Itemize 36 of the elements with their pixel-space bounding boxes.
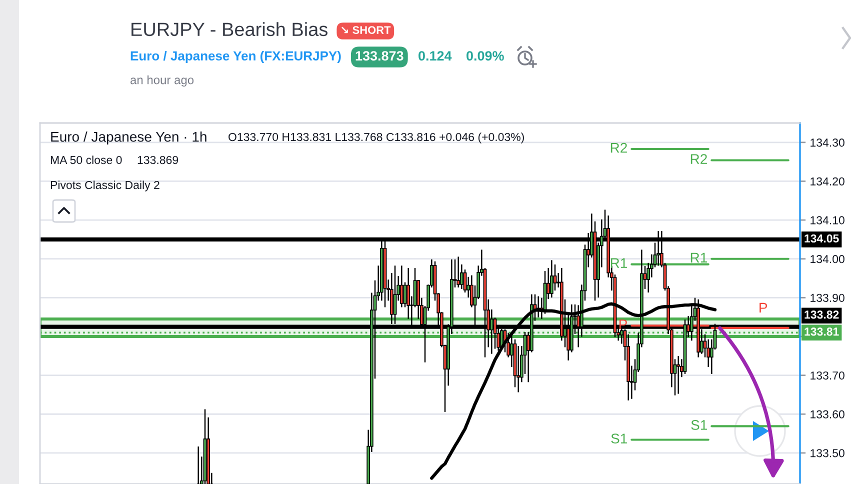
annotation: 133.869 [138,156,178,164]
candlestick [403,282,407,308]
ref-line-label: 134.05 [804,234,839,243]
candlestick [550,260,554,298]
text: an hour ago [130,75,194,87]
y-tick-label: 133.70 [810,371,844,380]
series-label: S1 [691,420,707,430]
annotation: Euro / Japanese Yen · 1h [51,131,206,145]
y-tick-label: 134.10 [810,216,844,224]
annotation: Pivots Classic Daily 2 [50,180,160,192]
series-label: R1 [690,252,707,262]
series-label: R2 [690,154,707,164]
candlestick [676,356,680,394]
y-tick-label: 134.00 [810,254,844,264]
y-tick-label: 134.30 [810,138,844,147]
candlestick [456,256,460,288]
text: 0.09% [466,51,504,61]
chart-subtitle: Euro / Japanese Yen (FX:EURJPY) [130,50,341,64]
ref-line-label: 133.82 [804,310,839,319]
series-label: S1 [611,434,627,444]
text: ↘ SHORT [342,26,391,34]
candlestick [553,264,557,291]
ref-line-label: 133.81 [804,328,839,336]
text: 133.873 [356,51,404,61]
y-tick-label: 133.60 [810,410,844,418]
series-label: R2 [610,142,627,153]
annotation: O133.770 H133.831 L133.768 C133.816 +0.046 (+0.03%) [228,132,524,144]
series-label: R1 [610,258,627,268]
text: 0.124 [418,51,452,61]
candlestick [400,266,404,308]
y-tick-label: 133.90 [810,294,844,302]
annotation: MA 50 close 0 [50,156,122,164]
chart-title: EURJPY - Bearish Bias [132,22,328,36]
y-tick-label: 134.20 [810,177,844,186]
series-label: P [760,302,768,313]
y-tick-label: 133.50 [810,449,844,458]
